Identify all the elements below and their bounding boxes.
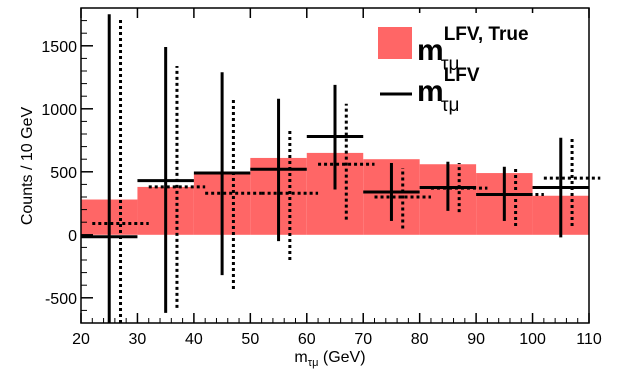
x-axis-title-unit: (GeV) (318, 349, 365, 366)
data-point (193, 72, 251, 276)
data-point (137, 47, 194, 313)
y-tick-label: -500 (45, 291, 77, 308)
y-tick-label: 1500 (41, 39, 77, 56)
x-tick-label: 20 (72, 331, 90, 348)
data-point (205, 99, 262, 289)
data-point (148, 65, 206, 308)
x-tick-label: 30 (129, 331, 147, 348)
legend: mLFV, True τμ mLFV τμ (368, 13, 578, 116)
plot-frame (80, 7, 590, 324)
series-estimator-dotted (92, 18, 601, 323)
tick-labels: 20 30 40 50 60 70 80 90 100 110 -500 0 500 1000 1500 (41, 39, 601, 348)
y-tick-label: 500 (50, 165, 77, 182)
data-point (306, 84, 364, 190)
data-point (92, 18, 149, 323)
legend-label-true: mLFV, True τμ (417, 24, 529, 75)
y-tick-label: 1000 (41, 102, 77, 119)
x-tick-label: 70 (354, 331, 372, 348)
x-tick-label: 90 (467, 331, 485, 348)
legend-swatch-true (378, 27, 412, 59)
x-tick-label: 40 (185, 331, 203, 348)
x-axis-title-subscript: τμ (308, 357, 319, 369)
data-point (532, 137, 589, 238)
data-point (430, 162, 488, 213)
data-point (250, 98, 307, 242)
axis-ticks (80, 8, 590, 323)
data-point (81, 14, 138, 323)
data-point (419, 161, 477, 211)
data-point (363, 162, 420, 221)
y-axis-title: Counts / 10 GeV (19, 107, 36, 226)
data-point (318, 103, 375, 220)
data-point (487, 166, 544, 226)
x-tick-label: 80 (411, 331, 429, 348)
x-tick-label: 60 (298, 331, 316, 348)
data-point (476, 166, 533, 221)
x-tick-label: 110 (576, 331, 602, 348)
data-point (543, 136, 601, 226)
series-estimator-solid (81, 14, 589, 323)
x-axis-title: mτμ (GeV) (294, 349, 365, 369)
legend-label-estimator: mLFV τμ (417, 65, 480, 116)
x-tick-label: 50 (241, 331, 259, 348)
x-tick-label: 100 (519, 331, 546, 348)
y-tick-label: 0 (68, 228, 77, 245)
data-point (261, 130, 319, 260)
plot-area (81, 14, 601, 323)
data-point (374, 168, 431, 229)
